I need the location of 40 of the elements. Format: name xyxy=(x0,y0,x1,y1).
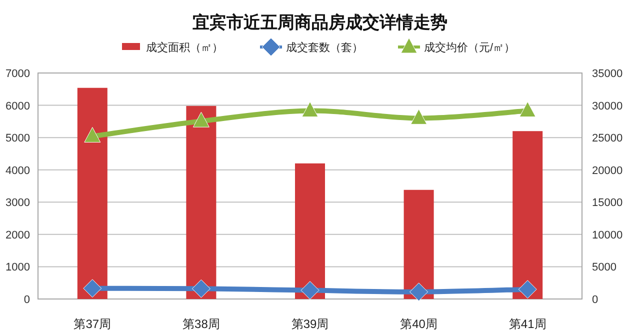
point xyxy=(192,112,210,128)
point xyxy=(192,279,210,298)
y-tick-label: 7000 xyxy=(6,68,30,80)
bar xyxy=(512,131,543,299)
point xyxy=(410,282,428,302)
y2-tick-label: 25000 xyxy=(592,132,623,145)
y-tick-label: 6000 xyxy=(6,100,30,112)
bar xyxy=(186,106,216,299)
y2-tick-label: 30000 xyxy=(592,100,623,112)
x-tick-label: 第40周 xyxy=(400,317,438,331)
point xyxy=(83,279,102,298)
bar xyxy=(404,190,434,299)
bar xyxy=(77,88,108,299)
y-tick-label: 4000 xyxy=(6,164,30,177)
y2-tick-label: 15000 xyxy=(592,197,623,210)
y-tick-label: 2000 xyxy=(6,229,30,242)
point xyxy=(519,102,536,118)
point xyxy=(410,108,428,124)
x-tick-label: 第38周 xyxy=(182,317,220,331)
legend-label: 成交面积（㎡） xyxy=(146,41,223,54)
bar xyxy=(295,163,325,299)
y2-tick-label: 20000 xyxy=(592,164,623,177)
point xyxy=(84,127,101,143)
chart-title: 宜宾市近五周商品房成交详情走势 xyxy=(192,13,448,32)
legend-label: 成交套数（套） xyxy=(286,41,363,54)
point xyxy=(518,280,537,299)
point xyxy=(302,102,318,118)
x-tick-label: 第37周 xyxy=(74,317,112,331)
y2-tick-label: 35000 xyxy=(592,68,623,80)
y-tick-label: 5000 xyxy=(6,132,30,145)
y2-tick-label: 5000 xyxy=(592,262,616,274)
y-tick-label: 1000 xyxy=(6,262,30,274)
legend-label: 成交均价（元/㎡） xyxy=(424,41,516,54)
y-tick-label: 3000 xyxy=(6,197,30,210)
x-tick-label: 第41周 xyxy=(508,317,546,331)
y2-tick-label: 0 xyxy=(592,294,598,306)
y2-tick-label: 10000 xyxy=(592,229,623,242)
y-tick-label: 0 xyxy=(24,294,30,306)
point xyxy=(300,281,320,300)
x-tick-label: 第39周 xyxy=(291,317,329,331)
